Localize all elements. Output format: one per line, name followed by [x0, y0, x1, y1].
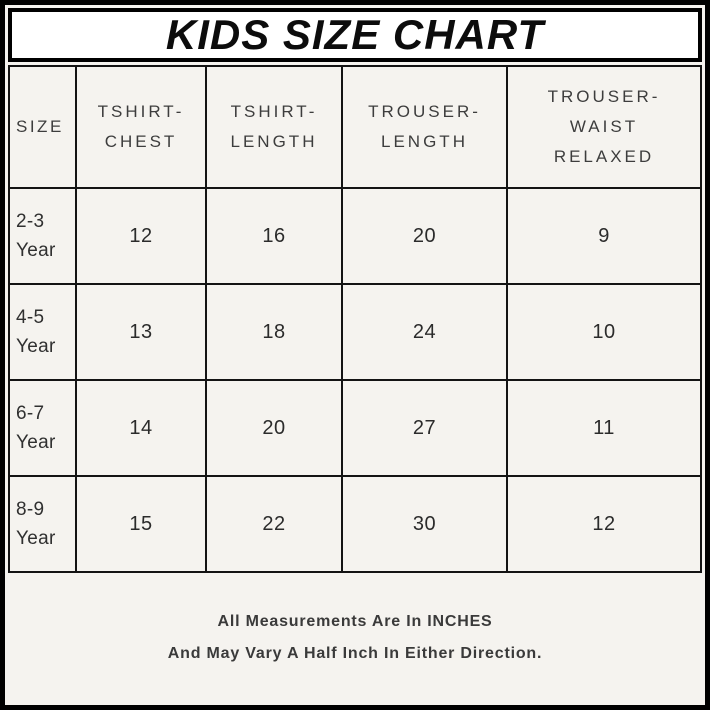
value-cell: 27 [341, 379, 508, 477]
value-cell: 20 [205, 379, 343, 477]
value-cell: 10 [506, 283, 702, 381]
column-header-tshirt-chest: TSHIRT- CHEST [75, 65, 207, 189]
size-chart-table: SIZE TSHIRT- CHEST TSHIRT- LENGTH TROUSE… [8, 65, 702, 573]
header-row: SIZE TSHIRT- CHEST TSHIRT- LENGTH TROUSE… [8, 65, 702, 189]
value-cell: 9 [506, 187, 702, 285]
column-header-tshirt-length: TSHIRT- LENGTH [205, 65, 343, 189]
table-row: 8-9 Year 15 22 30 12 [8, 475, 702, 573]
measurement-note: All Measurements Are In INCHES And May V… [8, 573, 702, 702]
value-cell: 15 [75, 475, 207, 573]
value-cell: 18 [205, 283, 343, 381]
table-row: 2-3 Year 12 16 20 9 [8, 187, 702, 285]
value-cell: 12 [75, 187, 207, 285]
value-cell: 22 [205, 475, 343, 573]
size-cell: 4-5 Year [8, 283, 77, 381]
column-header-trouser-length: TROUSER- LENGTH [341, 65, 508, 189]
value-cell: 20 [341, 187, 508, 285]
value-cell: 30 [341, 475, 508, 573]
measurement-note-line-1: All Measurements Are In INCHES [217, 612, 493, 630]
column-header-size: SIZE [8, 65, 77, 189]
value-cell: 16 [205, 187, 343, 285]
chart-title: KIDS SIZE CHART [165, 11, 545, 58]
value-cell: 24 [341, 283, 508, 381]
value-cell: 12 [506, 475, 702, 573]
size-cell: 2-3 Year [8, 187, 77, 285]
chart-title-box: KIDS SIZE CHART [8, 8, 702, 62]
value-cell: 13 [75, 283, 207, 381]
column-header-trouser-waist-relaxed: TROUSER- WAIST RELAXED [506, 65, 702, 189]
measurement-note-line-2: And May Vary A Half Inch In Either Direc… [167, 644, 543, 662]
table-row: 4-5 Year 13 18 24 10 [8, 283, 702, 381]
value-cell: 14 [75, 379, 207, 477]
size-cell: 8-9 Year [8, 475, 77, 573]
size-cell: 6-7 Year [8, 379, 77, 477]
value-cell: 11 [506, 379, 702, 477]
table-row: 6-7 Year 14 20 27 11 [8, 379, 702, 477]
